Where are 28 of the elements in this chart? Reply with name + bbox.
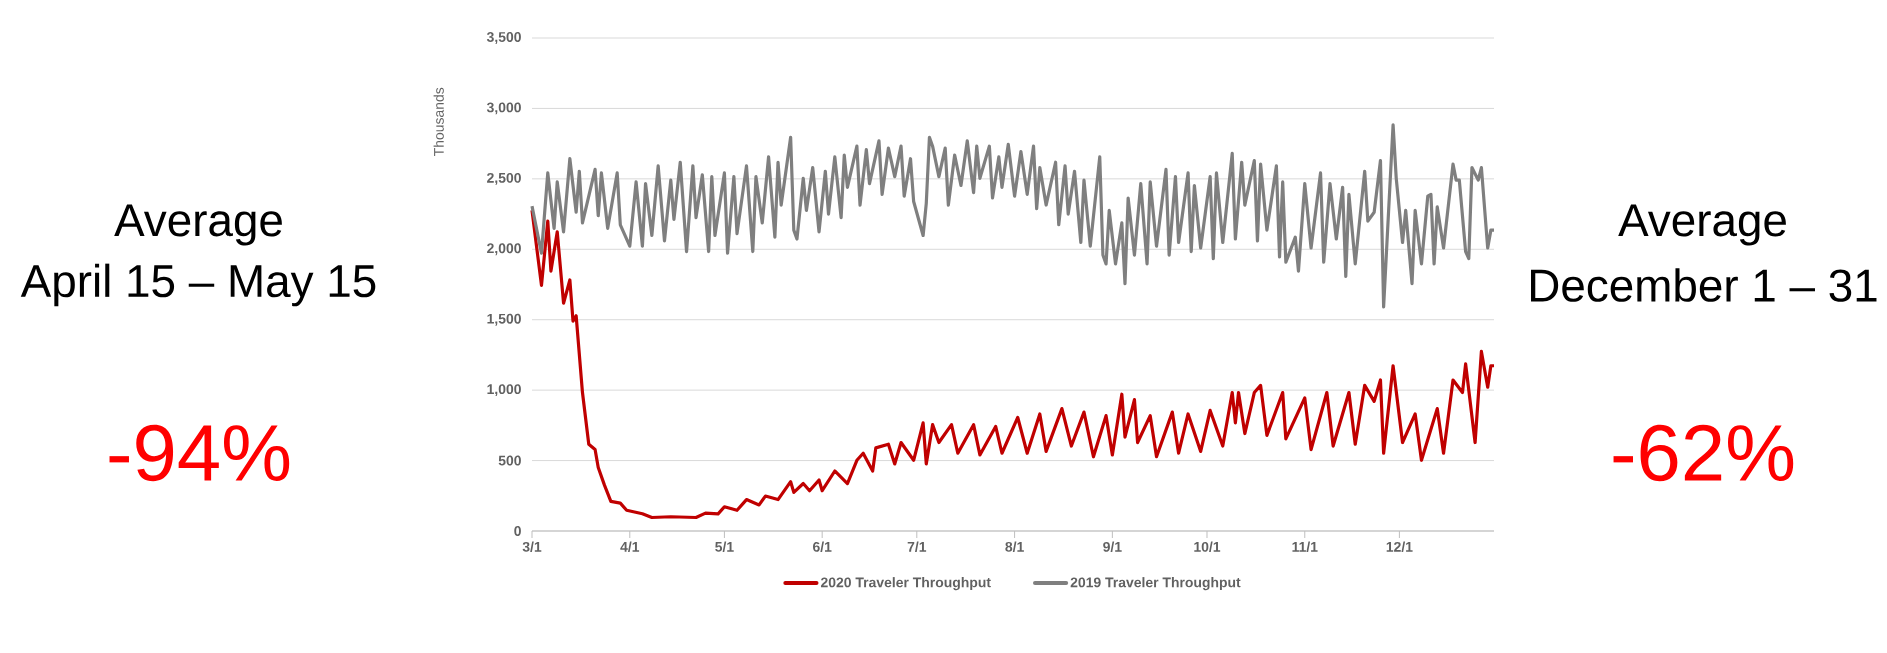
x-tick-label: 11/1	[1292, 541, 1318, 552]
y-tick-label: 2,500	[487, 172, 521, 185]
text: December 1 – 31	[1531, 268, 1877, 302]
y-tick-label: 1,500	[487, 313, 521, 326]
x-tick-label: 3/1	[522, 541, 542, 552]
y-tick-label: 2,000	[487, 243, 521, 256]
y-tick-label: 500	[498, 455, 521, 466]
text: -62%	[1613, 424, 1794, 482]
y-tick-label: 1,000	[487, 384, 521, 397]
x-tick-label: 9/1	[1103, 541, 1122, 552]
x-tick-label: 7/1	[907, 541, 927, 552]
x-tick-label: 12/1	[1386, 541, 1413, 552]
text: Average	[1618, 204, 1786, 246]
y-axis-title: Thousands	[433, 87, 444, 156]
text: -94%	[109, 424, 290, 482]
y-tick-label: 3,000	[486, 102, 521, 115]
text: Average	[114, 204, 282, 246]
legend-label: 2019 Traveler Throughput	[1070, 577, 1241, 591]
x-tick-label: 4/1	[620, 541, 640, 552]
legend-label: 2020 Traveler Throughput	[820, 577, 991, 591]
x-tick-label: 8/1	[1005, 541, 1024, 552]
x-tick-label: 6/1	[813, 541, 832, 552]
y-tick-label: 0	[514, 526, 521, 536]
line-series	[530, 123, 1496, 309]
x-tick-label: 5/1	[715, 541, 734, 552]
x-tick-label: 10/1	[1194, 541, 1221, 552]
y-tick-label: 3,500	[486, 32, 521, 44]
text: April 15 – May 15	[20, 263, 376, 307]
